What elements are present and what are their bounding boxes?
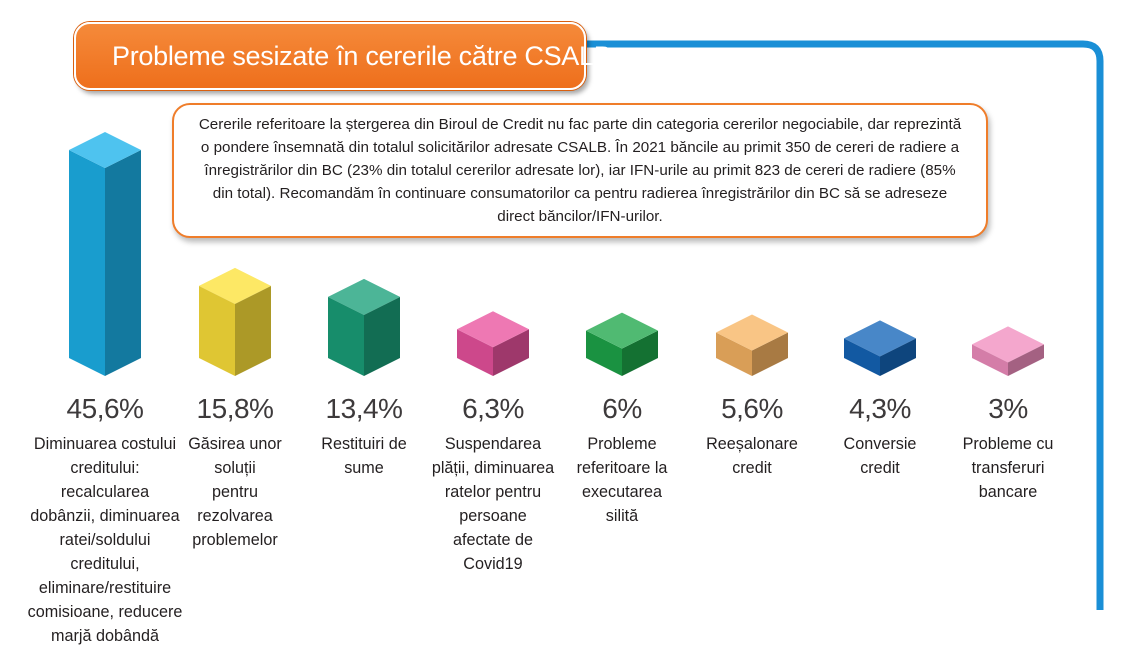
category-label-line: creditului: recalcularea xyxy=(60,459,150,501)
bar-left-face xyxy=(844,338,880,376)
category-label: Suspendarea plății, diminuarea ratelor pen… xyxy=(413,432,573,576)
category-label-line: eliminare/restituire xyxy=(38,579,172,597)
bar-left-face xyxy=(457,329,493,376)
category-label-line: transferuri xyxy=(971,459,1045,477)
category-label: Conversie credit xyxy=(800,432,960,480)
category-label-line: executarea xyxy=(581,483,663,501)
bar-top-face xyxy=(972,326,1044,363)
category-label-line: afectate de xyxy=(452,531,534,549)
bar-2 xyxy=(199,267,271,376)
bar-right-face xyxy=(105,150,141,376)
category-label-line: rezolvarea xyxy=(197,507,273,525)
category-label: Probleme cu transferuri bancare xyxy=(928,432,1088,504)
bar-left-face xyxy=(199,285,235,376)
category-label-line: marjă dobândă xyxy=(51,627,159,645)
category-label-line: sume xyxy=(344,459,384,477)
bar-left-face xyxy=(716,332,752,376)
category-label: Găsirea unor soluții pentru rezolvarea probl… xyxy=(155,432,315,552)
category-label-line: problemelor xyxy=(192,531,278,549)
bar-top-face xyxy=(844,320,916,357)
value-label: 15,8% xyxy=(196,393,274,424)
value-label: 13,4% xyxy=(325,393,403,424)
category-label-line: pentru xyxy=(212,483,258,501)
bar-top-face xyxy=(586,312,658,349)
bar-3 xyxy=(328,278,400,376)
category-label-line: Probleme cu xyxy=(962,435,1054,453)
category-label-line: Restituiri de xyxy=(321,435,407,453)
bar-top-face xyxy=(199,267,271,304)
category-label-line: Probleme xyxy=(587,435,657,453)
category-label-line: Conversie xyxy=(843,435,917,453)
bar-top-face xyxy=(457,311,529,348)
category-label-line: plății, diminuarea xyxy=(431,459,555,477)
bar-right-face xyxy=(1008,344,1044,376)
bar-top-face xyxy=(69,132,141,168)
category-label-line: comisioane, reducere xyxy=(27,603,183,621)
bar-right-face xyxy=(235,285,271,376)
category-label-line: Diminuarea costului xyxy=(33,435,177,453)
bar-4 xyxy=(457,311,529,376)
category-label-line: Reeșalonare xyxy=(706,435,798,453)
note-box: Cererile referitoare la ștergerea din Bi… xyxy=(172,103,988,238)
bar-right-face xyxy=(493,329,529,376)
bar-6 xyxy=(716,314,788,376)
bar-top-face xyxy=(716,314,788,351)
category-label: Probleme referitoare la executarea silită xyxy=(542,432,702,528)
category-label-line: dobânzii, diminuarea xyxy=(30,507,180,525)
bar-left-face xyxy=(586,330,622,376)
bar-left-face xyxy=(69,150,105,376)
value-label: 45,6% xyxy=(66,393,144,424)
category-label-line: ratelor pentru xyxy=(444,483,542,501)
bar-right-face xyxy=(364,296,400,376)
value-label: 6% xyxy=(602,393,642,424)
bar-5 xyxy=(586,312,658,376)
bar-7 xyxy=(844,320,916,376)
category-label-line: referitoare la xyxy=(576,459,668,477)
value-label: 3% xyxy=(988,393,1028,424)
bar-8 xyxy=(972,326,1044,376)
bar-right-face xyxy=(880,338,916,376)
bar-1 xyxy=(69,132,141,376)
bar-left-face xyxy=(972,344,1008,376)
category-label-line: Găsirea unor xyxy=(188,435,282,453)
category-label-line: Covid19 xyxy=(463,555,523,573)
category-label-line: credit xyxy=(732,459,772,477)
category-label-line: Suspendarea xyxy=(444,435,542,453)
value-label: 4,3% xyxy=(849,393,911,424)
category-label-line: ratei/soldului creditului, xyxy=(59,531,151,573)
value-label: 6,3% xyxy=(462,393,524,424)
bar-chart xyxy=(69,132,1044,376)
page-title: Probleme sesizate în cererile către CSAL… xyxy=(74,22,612,90)
category-label: Restituiri de sume xyxy=(284,432,444,480)
category-label-line: silită xyxy=(605,507,639,525)
note-text: Cererile referitoare la ștergerea din Bi… xyxy=(198,116,962,225)
category-label: Reeșalonare credit xyxy=(672,432,832,480)
bar-right-face xyxy=(622,330,658,376)
category-label-line: credit xyxy=(860,459,900,477)
frame-line xyxy=(580,40,1104,610)
category-label-line: bancare xyxy=(978,483,1038,501)
bar-left-face xyxy=(328,296,364,376)
category-label-line: persoane xyxy=(459,507,527,525)
value-label: 5,6% xyxy=(721,393,783,424)
bar-right-face xyxy=(752,332,788,376)
category-label-line: soluții xyxy=(214,459,256,477)
bar-top-face xyxy=(328,278,400,315)
